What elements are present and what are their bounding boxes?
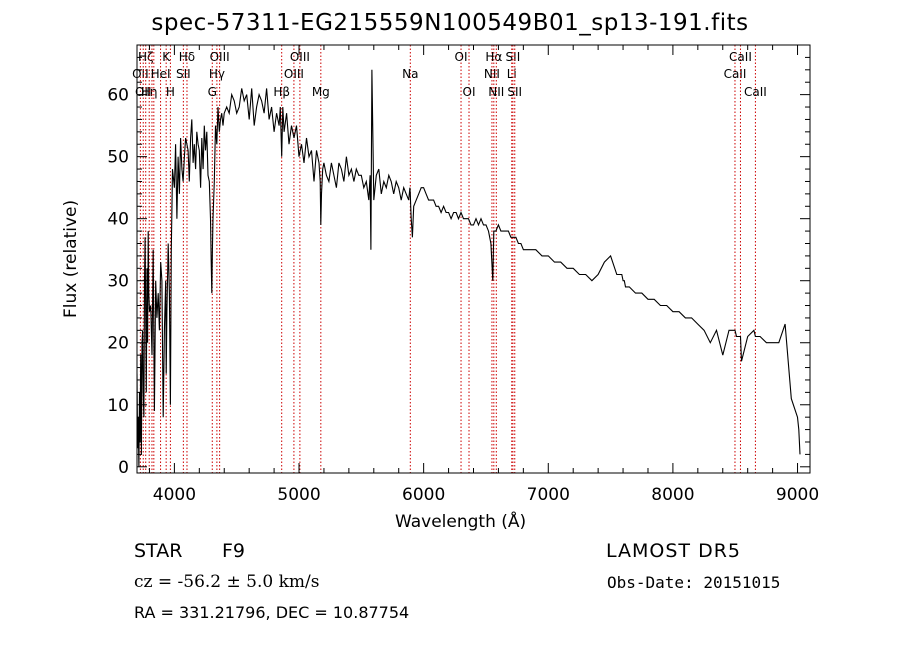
coordinates-readout: RA = 331.21796, DEC = 10.87754 xyxy=(134,603,410,622)
x-tick-label: 7000 xyxy=(527,485,570,505)
line-label: SII xyxy=(176,67,191,81)
line-label: Mg xyxy=(312,85,330,99)
line-label: H xyxy=(166,85,175,99)
y-tick-label: 10 xyxy=(107,396,129,416)
line-label: Hβ xyxy=(273,85,290,99)
line-label: OII xyxy=(132,67,149,81)
survey-name: LAMOST DR5 xyxy=(606,540,741,562)
line-label: HeI xyxy=(151,67,171,81)
x-tick-label: 9000 xyxy=(776,485,819,505)
redshift-readout: cz = -56.2 ± 5.0 km/s xyxy=(134,572,320,592)
line-label: NII xyxy=(488,85,504,99)
line-label: SII xyxy=(506,50,521,64)
observation-date: Obs-Date: 20151015 xyxy=(607,573,781,592)
line-label: CaII xyxy=(744,85,767,99)
x-tick-label: 8000 xyxy=(651,485,694,505)
line-label: OI xyxy=(463,85,476,99)
spectrum-series xyxy=(137,69,801,467)
y-axis-label: Flux (relative) xyxy=(61,199,81,319)
line-label: NII xyxy=(484,67,500,81)
x-tick-label: 6000 xyxy=(402,485,445,505)
line-label: OIII xyxy=(210,50,230,64)
chart-title: spec-57311-EG215559N100549B01_sp13-191.f… xyxy=(151,10,749,36)
spectral-subclass: F9 xyxy=(222,540,246,562)
line-label: Li xyxy=(507,67,517,81)
line-label: OIII xyxy=(290,50,310,64)
line-label: K xyxy=(162,50,171,64)
y-tick-label: 20 xyxy=(107,334,129,354)
line-label: Hδ xyxy=(179,50,195,64)
line-label: CaII xyxy=(724,67,747,81)
line-label: Hα xyxy=(485,50,502,64)
y-tick-label: 60 xyxy=(107,86,129,106)
y-tick-label: 50 xyxy=(107,148,129,168)
line-label: OII xyxy=(135,85,152,99)
line-label: SII xyxy=(507,85,522,99)
x-axis-label: Wavelength (Å) xyxy=(395,512,527,532)
object-type: STAR xyxy=(134,540,183,562)
line-label: Na xyxy=(402,67,418,81)
line-label: OIII xyxy=(284,67,304,81)
line-label: CaII xyxy=(729,50,752,64)
line-label: Hη xyxy=(141,85,158,99)
line-label: G xyxy=(208,85,217,99)
y-tick-label: 0 xyxy=(118,458,129,478)
line-label: Hγ xyxy=(209,67,225,81)
x-tick-label: 4000 xyxy=(153,485,196,505)
x-tick-label: 5000 xyxy=(277,485,320,505)
y-tick-label: 30 xyxy=(107,272,129,292)
line-label: OI xyxy=(455,50,468,64)
y-tick-label: 40 xyxy=(107,210,129,230)
